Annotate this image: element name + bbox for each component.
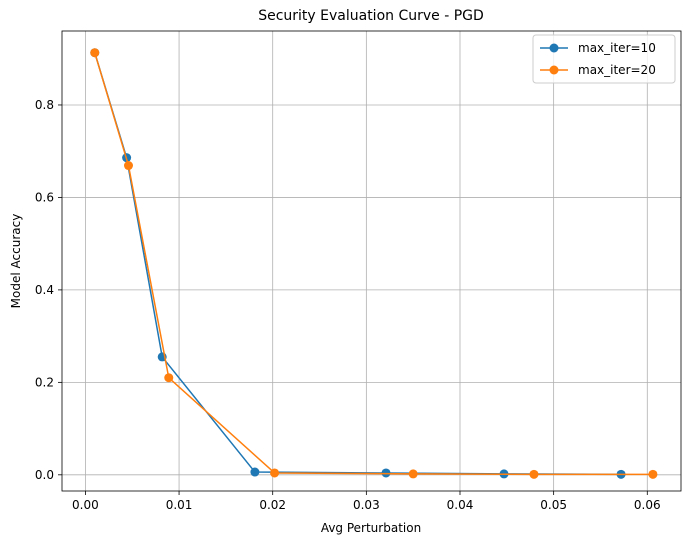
series-2-point-5 — [529, 469, 539, 479]
legend-label-series-2: max_iter=20 — [578, 63, 656, 77]
grid-layer — [62, 31, 681, 491]
series-2-point-1 — [123, 161, 133, 171]
y-tick-label-1: 0.2 — [35, 375, 54, 389]
series-layer — [90, 48, 658, 479]
series-2-point-4 — [408, 469, 418, 479]
y-tick-label-3: 0.6 — [35, 190, 54, 204]
series-2-point-2 — [164, 373, 174, 383]
legend-frame — [532, 34, 676, 84]
legend-marker-series-1 — [549, 43, 559, 53]
legend: max_iter=10 max_iter=20 — [532, 34, 676, 84]
series-1-point-3 — [250, 467, 260, 477]
chart-title: Security Evaluation Curve - PGD — [258, 8, 484, 24]
x-tick-label-0: 0.00 — [72, 498, 99, 512]
x-tick-label-2: 0.02 — [259, 498, 286, 512]
series-2-point-0 — [90, 48, 100, 58]
plot-frame — [61, 30, 682, 492]
x-tick-label-3: 0.03 — [353, 498, 380, 512]
x-tick-label-6: 0.06 — [634, 498, 661, 512]
x-axis-label: Avg Perturbation — [321, 521, 421, 535]
axes-layer: 0.00 0.01 0.02 0.03 0.04 0.05 0.06 0.0 0.2 0.4 0.6… — [35, 30, 682, 512]
x-tick-label-5: 0.05 — [540, 498, 567, 512]
y-axis-label: Model Accuracy — [9, 214, 23, 309]
legend-label-series-1: max_iter=10 — [578, 41, 656, 55]
legend-marker-series-2 — [549, 65, 559, 75]
x-tick-label-4: 0.04 — [447, 498, 474, 512]
x-tick-label-1: 0.01 — [166, 498, 193, 512]
series-2-point-3 — [270, 468, 280, 478]
series-2-point-6 — [648, 469, 658, 479]
y-tick-label-0: 0.0 — [35, 468, 54, 482]
y-tick-label-2: 0.4 — [35, 283, 54, 297]
y-tick-label-4: 0.8 — [35, 98, 54, 112]
